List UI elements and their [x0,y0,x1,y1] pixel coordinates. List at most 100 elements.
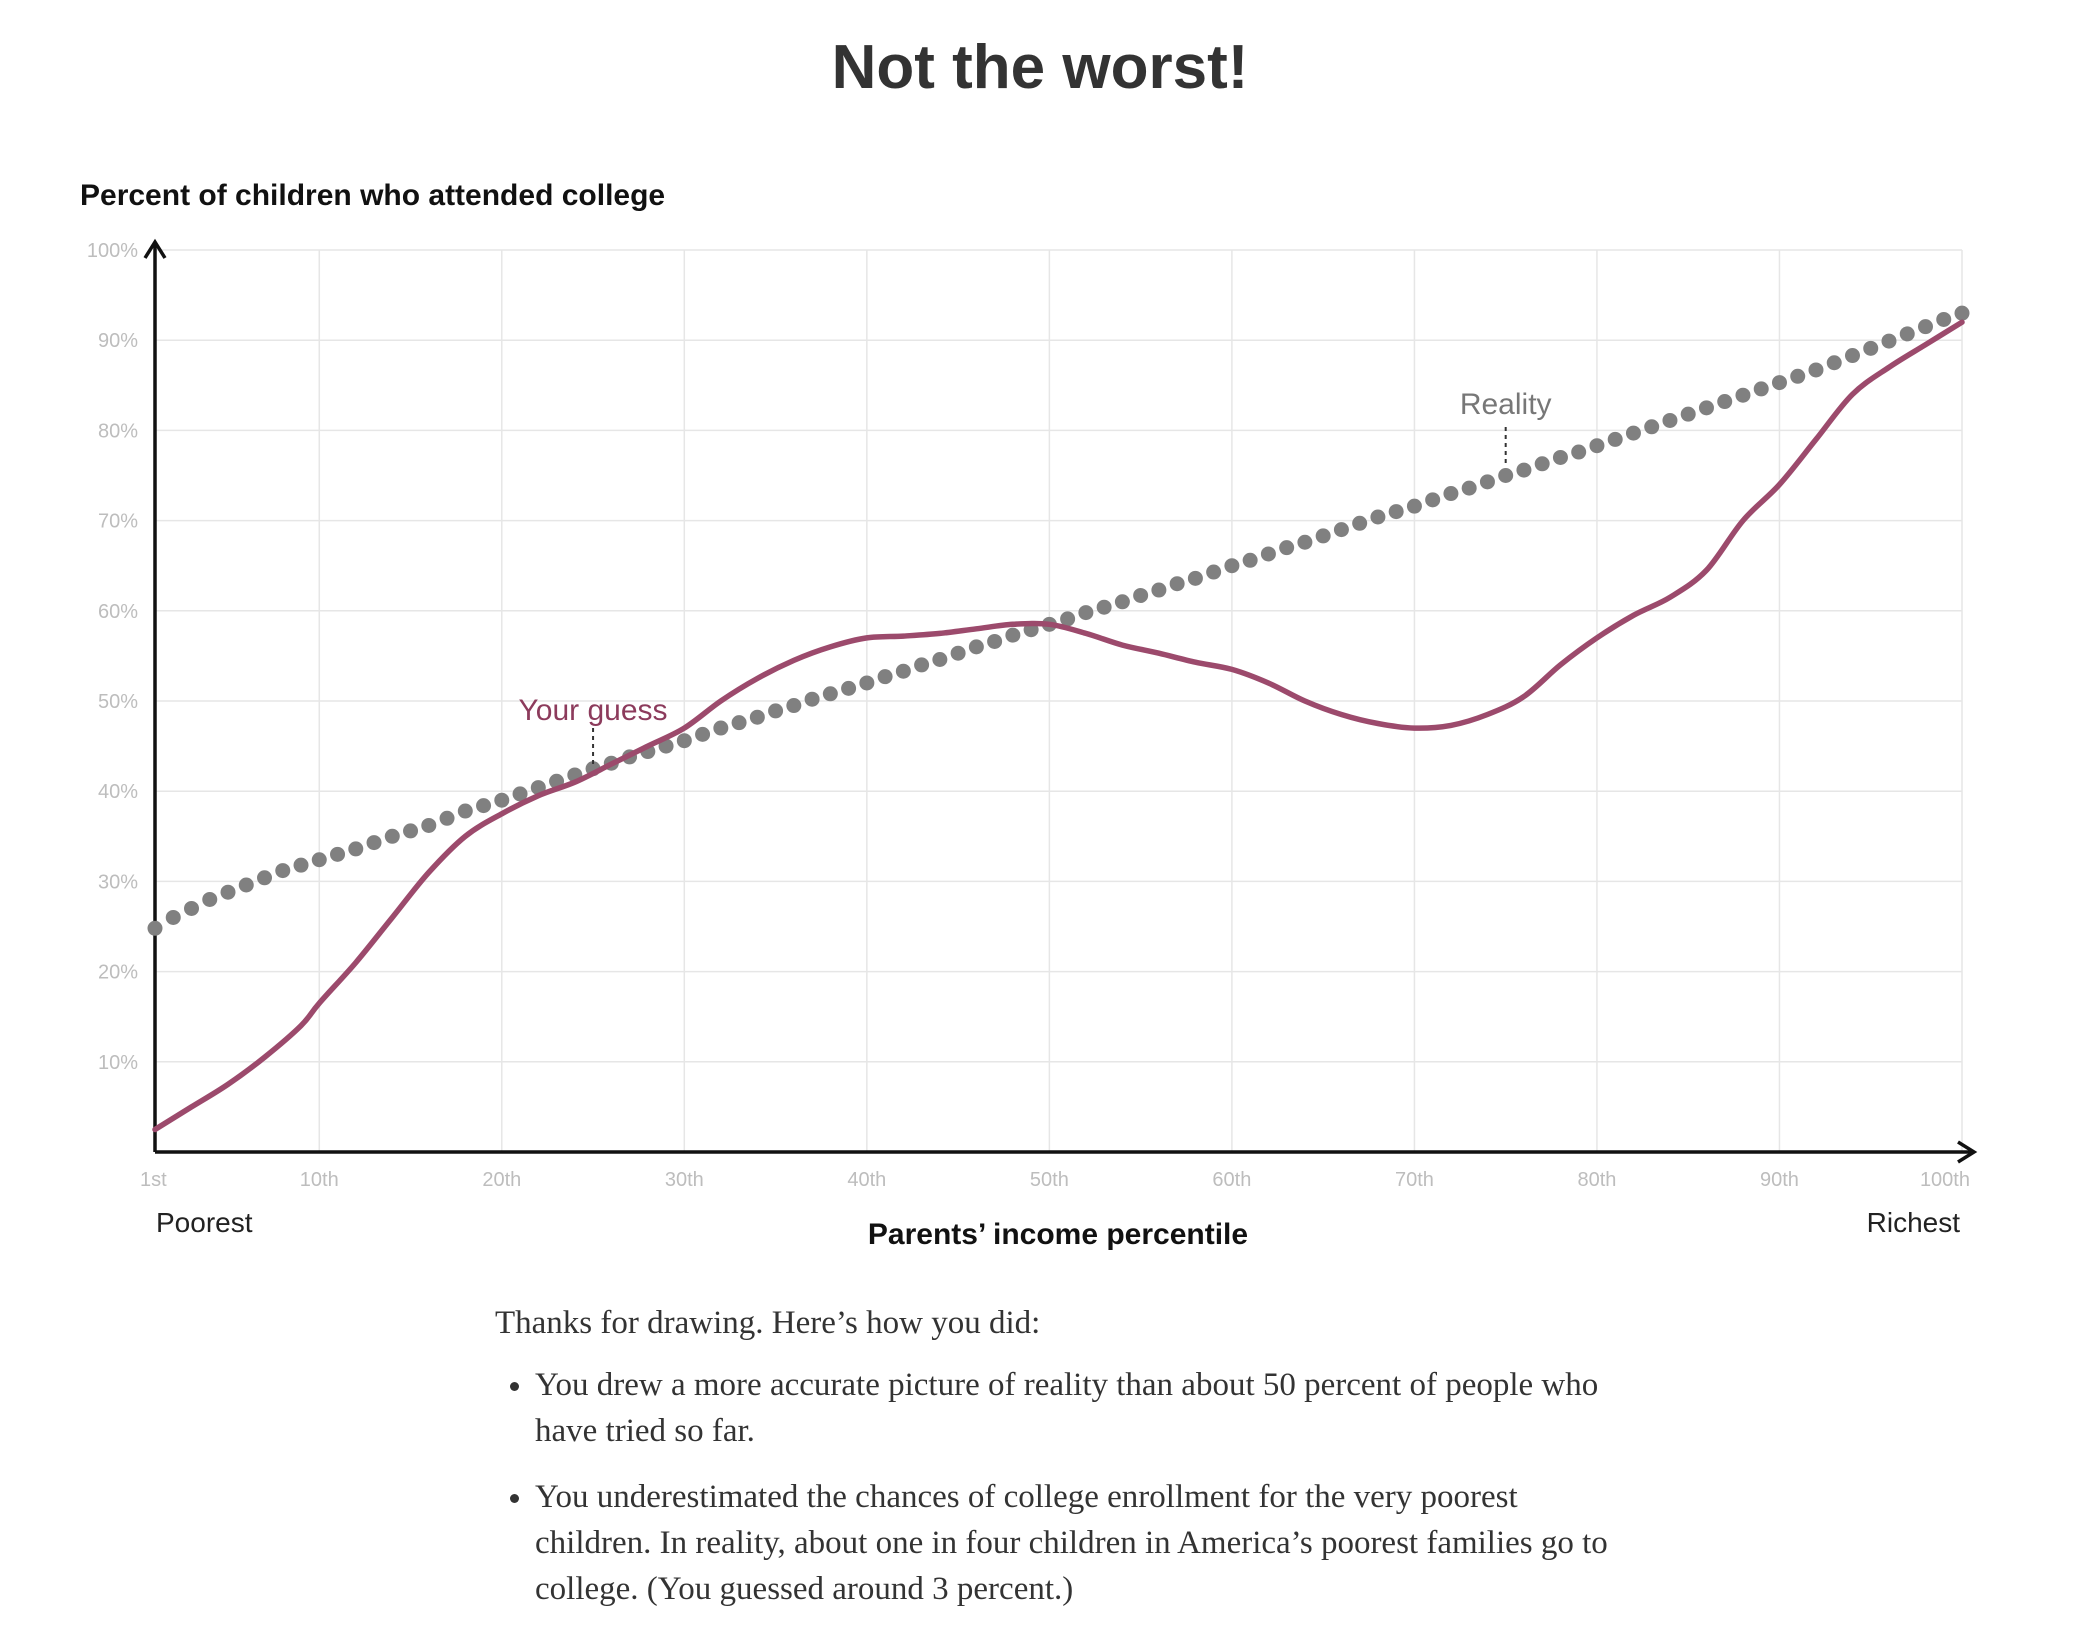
y-axis-title: Percent of children who attended college [80,179,665,212]
reality-point [384,828,400,844]
reality-point [1863,340,1879,356]
reality-point [1790,368,1806,384]
reality-point [968,639,984,655]
y-tick-label: 40% [98,781,138,803]
reality-point [202,891,218,907]
reality-point [147,920,163,936]
reality-point [1187,570,1203,586]
reality-point [695,726,711,742]
reality-point [1370,509,1386,525]
x-tick-label: 30th [665,1169,704,1191]
reality-point [1698,400,1714,416]
reality-point [1279,540,1295,556]
reality-label: Reality [1460,388,1552,421]
x-tick-label: 90th [1760,1169,1799,1191]
reality-point [1644,419,1660,435]
reality-point [1735,387,1751,403]
x-tick-label: 50th [1030,1169,1069,1191]
y-tick-label: 90% [98,330,138,352]
reality-point [1333,522,1349,538]
reality-point [987,633,1003,649]
reality-point [257,870,273,886]
reality-point [1844,348,1860,364]
reality-point [165,909,181,925]
reality-point [1315,528,1331,544]
reality-point [786,698,802,714]
y-tick-label: 60% [98,601,138,623]
headline: Not the worst! [831,33,1249,102]
reality-point [1224,558,1240,574]
reality-point [731,715,747,731]
results-intro: Thanks for drawing. Here’s how you did: [495,1305,1041,1341]
reality-point [1534,456,1550,472]
reality-point [1005,627,1021,643]
reality-point [1151,582,1167,598]
reality-point [1625,425,1641,441]
reality-point [1607,431,1623,447]
college-chart: Percent of children who attended college… [80,179,1978,1251]
reality-point [1114,594,1130,610]
reality-point [768,703,784,719]
reality-point [676,733,692,749]
reality-point [804,691,820,707]
reality-point [1169,576,1185,592]
reality-point [238,877,254,893]
reality-point [1425,492,1441,508]
reality-point [512,786,528,802]
x-tick-label: 80th [1577,1169,1616,1191]
x-tick-label: 40th [847,1169,886,1191]
reality-point [494,792,510,808]
reality-point [841,680,857,696]
y-tick-label: 50% [98,691,138,713]
reality-point [950,645,966,661]
reality-point [1753,381,1769,397]
x-tick-label: 1st [140,1169,167,1191]
reality-point [1242,552,1258,568]
reality-point [1717,394,1733,410]
reality-point [822,686,838,702]
x-tick-label: 100th [1920,1169,1970,1191]
x-tick-label: 60th [1212,1169,1251,1191]
reality-point [1808,362,1824,378]
x-end-label-poorest: Poorest [156,1207,253,1238]
reality-point [877,669,893,685]
reality-point [1060,611,1076,627]
reality-point [1954,305,1970,321]
reality-point [1680,406,1696,422]
reality-point [476,798,492,814]
reality-series [147,305,1970,936]
result-bullet-underestimate: You underestimated the chances of colleg… [535,1474,1635,1612]
reality-point [457,803,473,819]
reality-point [1479,474,1495,490]
reality-point [348,841,364,857]
your-guess-line [152,319,1965,1133]
reality-point [749,709,765,725]
x-tick-label: 20th [482,1169,521,1191]
y-tick-label: 80% [98,420,138,442]
reality-point [1552,449,1568,465]
reality-point [1571,444,1587,460]
reality-point [1461,480,1477,496]
reality-point [1936,311,1952,327]
reality-point [1899,326,1915,342]
results-list: You drew a more accurate picture of real… [495,1362,1635,1612]
reality-point [311,852,327,868]
reality-point [1516,462,1532,478]
reality-point [1133,587,1149,603]
results-panel: Thanks for drawing. Here’s how you did: … [495,1300,1635,1632]
reality-point [293,857,309,873]
y-tick-label: 30% [98,871,138,893]
reality-point [1443,486,1459,502]
reality-point [1206,564,1222,580]
reality-point [439,810,455,826]
your-guess-label: Your guess [519,694,668,727]
reality-point [1096,599,1112,615]
reality-point [275,863,291,879]
y-tick-label: 20% [98,962,138,984]
reality-point [1826,355,1842,371]
x-tick-label: 70th [1395,1169,1434,1191]
reality-point [1297,534,1313,550]
x-end-label-richest: Richest [1867,1207,1961,1238]
reality-point [403,823,419,839]
y-tick-label: 70% [98,511,138,533]
